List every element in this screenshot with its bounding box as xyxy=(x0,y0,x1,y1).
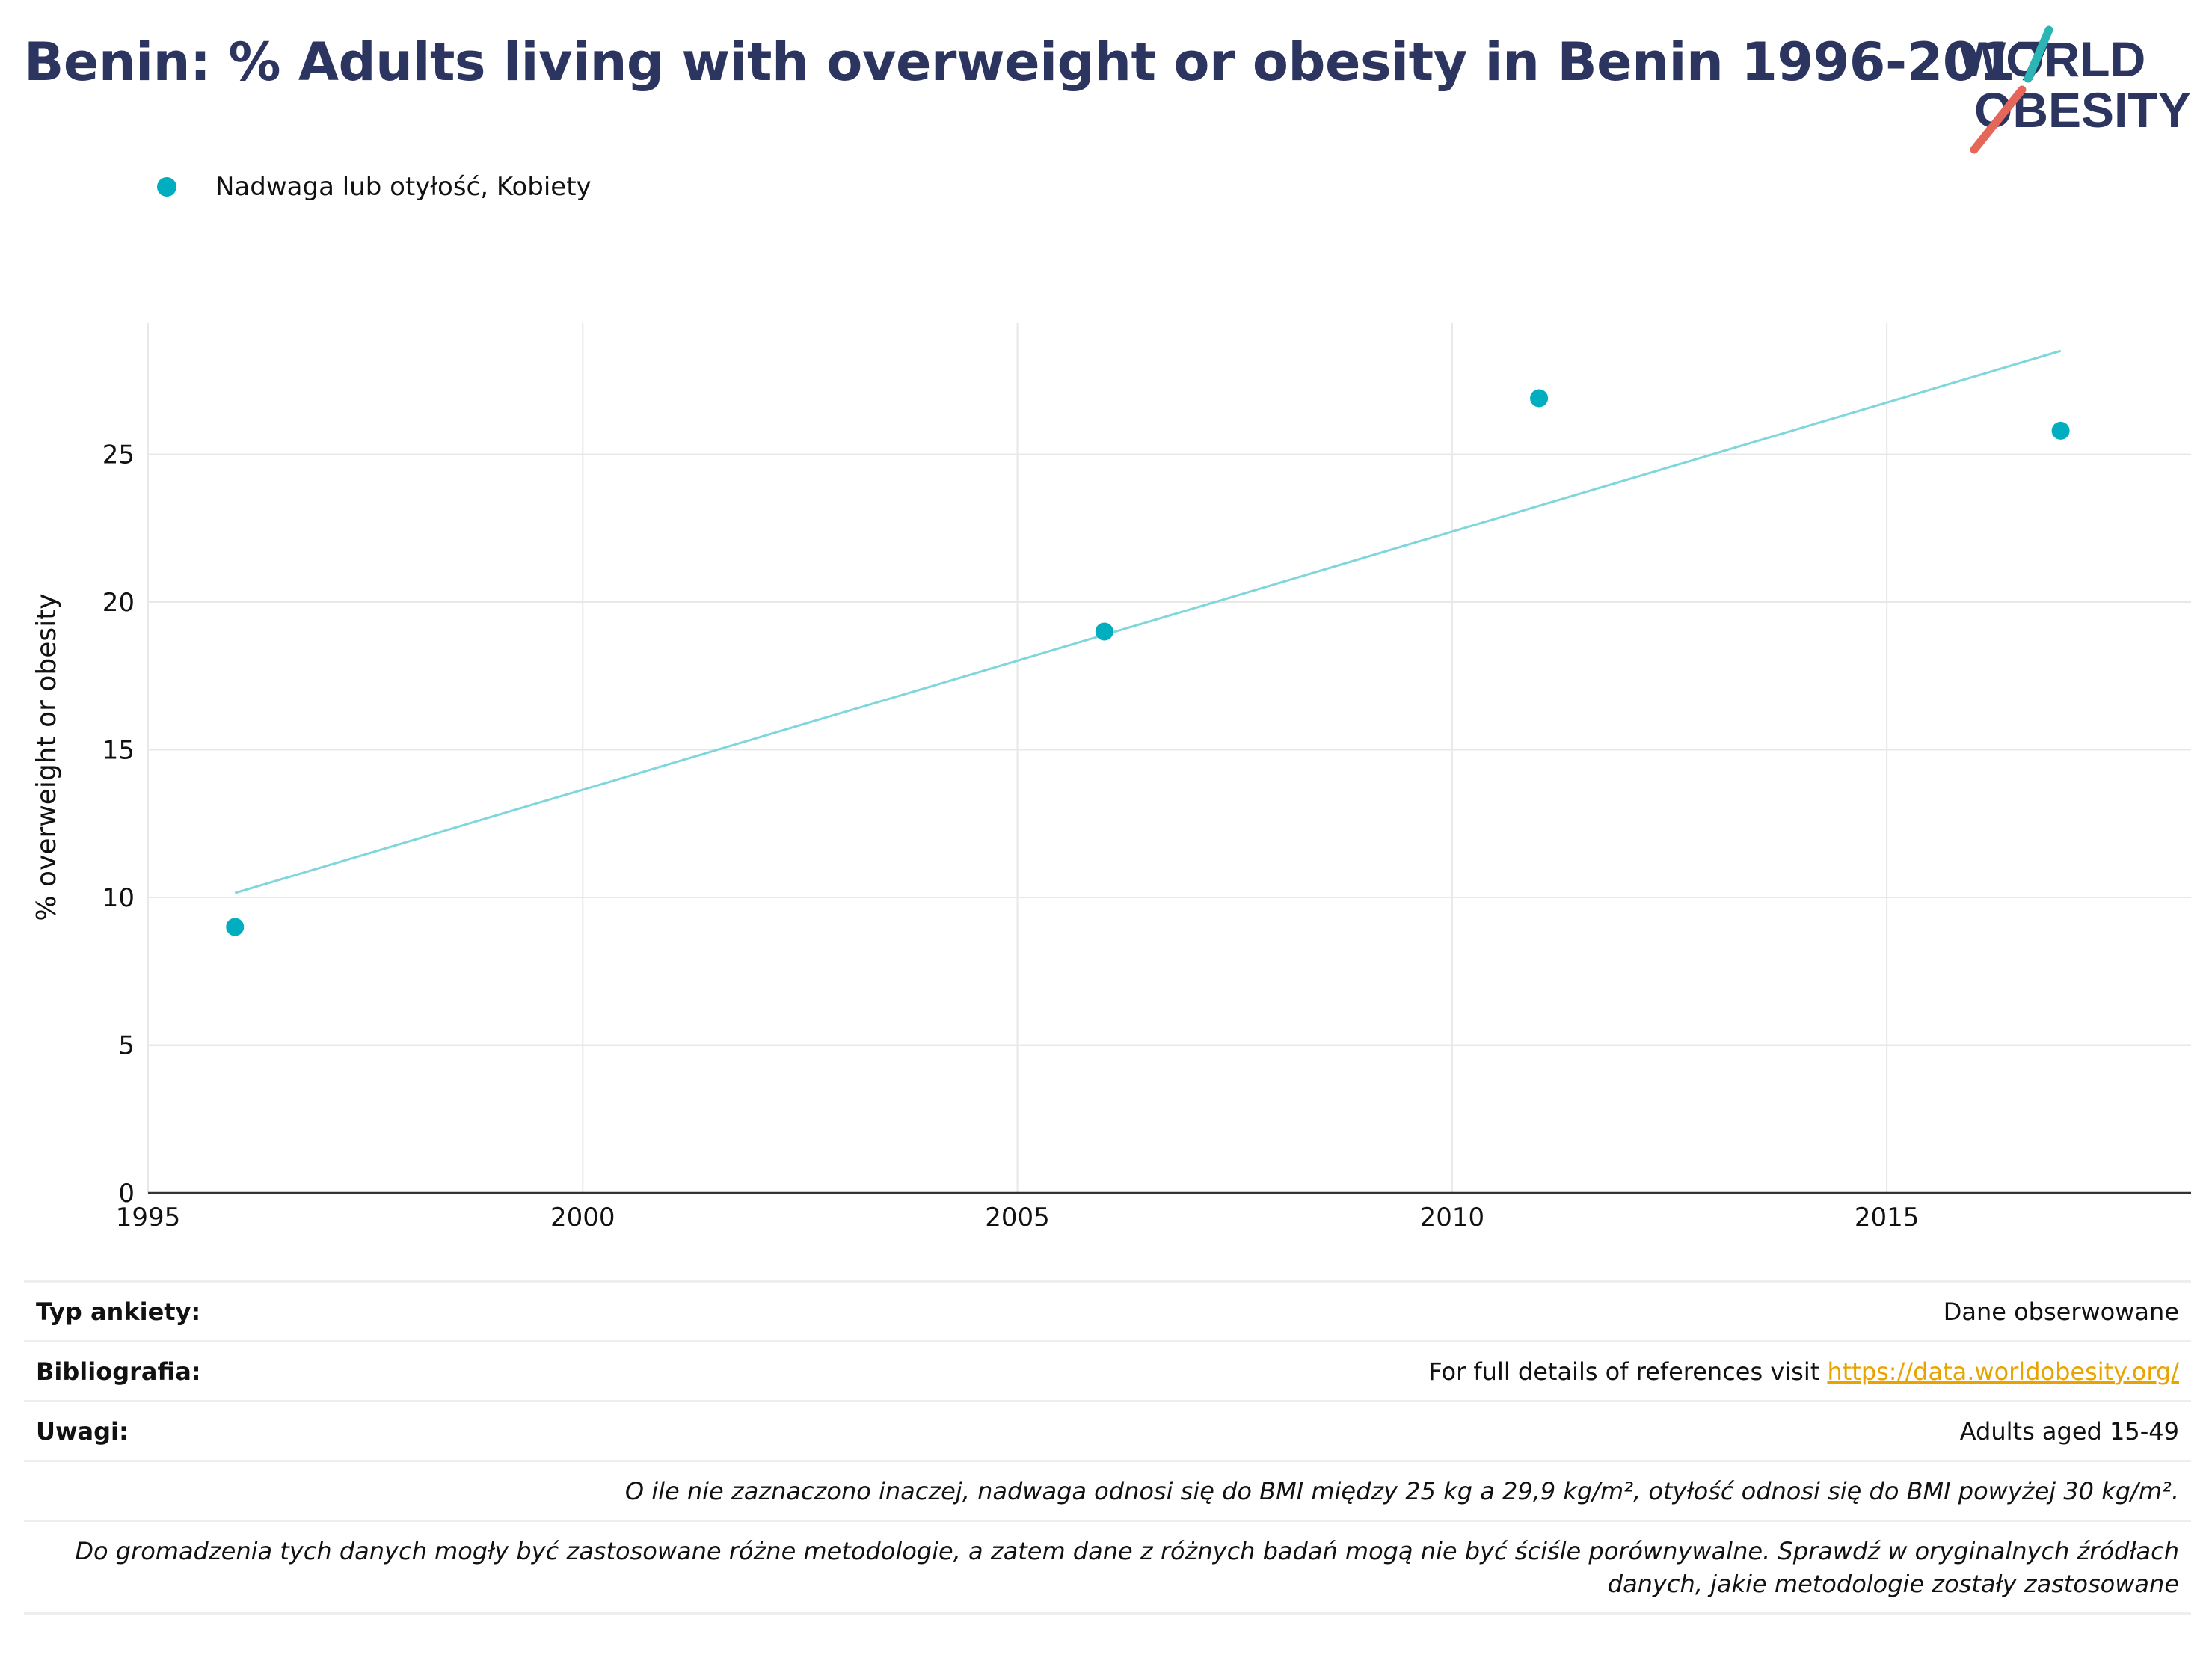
survey-type-value: Dane obserwowane xyxy=(1943,1297,2179,1326)
notes-table: Typ ankiety: Dane obserwowane Bibliograf… xyxy=(24,1280,2191,1615)
bibliography-row: Bibliografia: For full details of refere… xyxy=(24,1342,2191,1402)
x-tick-label: 1995 xyxy=(116,1203,181,1232)
data-point xyxy=(226,918,245,936)
trend-line xyxy=(234,349,2062,894)
page-title: Benin: % Adults living with overweight o… xyxy=(24,31,2051,93)
y-tick-label: 20 xyxy=(102,588,135,618)
definition-row: O ile nie zaznaczono inaczej, nadwaga od… xyxy=(24,1462,2191,1522)
remarks-row: Uwagi: Adults aged 15-49 xyxy=(24,1402,2191,1462)
y-tick-label: 5 xyxy=(118,1031,135,1061)
methodology-text: Do gromadzenia tych danych mogły być zas… xyxy=(36,1535,2179,1600)
scatter-chart: 0 5 10 15 20 25 1995 2000 2005 2010 2015 % overweig… xyxy=(31,323,2191,1232)
data-point xyxy=(2051,421,2070,440)
bibliography-link[interactable]: https://data.worldobesity.org/ xyxy=(1827,1357,2179,1386)
logo-slash-coral xyxy=(1970,85,2027,154)
bibliography-text: For full details of references visit xyxy=(1428,1357,1828,1386)
bibliography-label: Bibliografia: xyxy=(36,1357,201,1386)
remarks-value: Adults aged 15-49 xyxy=(1959,1416,2179,1446)
y-tick-label: 0 xyxy=(118,1179,135,1209)
definition-text: O ile nie zaznaczono inaczej, nadwaga od… xyxy=(624,1476,2179,1505)
y-tick-label: 10 xyxy=(102,883,135,913)
y-axis-label: % overweight or obesity xyxy=(31,593,62,921)
remarks-label: Uwagi: xyxy=(36,1416,129,1446)
data-point xyxy=(1530,389,1549,408)
x-tick-label: 2010 xyxy=(1420,1203,1485,1232)
y-tick-label: 15 xyxy=(102,736,135,766)
data-point xyxy=(1095,622,1113,641)
chart-legend[interactable]: Nadwaga lub otyłość, Kobiety xyxy=(157,169,592,205)
logo-line1: WORLD xyxy=(1959,31,2145,87)
methodology-line1: Do gromadzenia tych danych mogły być zas… xyxy=(75,1536,2179,1565)
legend-marker xyxy=(157,177,176,197)
x-tick-label: 2015 xyxy=(1855,1203,1920,1232)
survey-type-row: Typ ankiety: Dane obserwowane xyxy=(24,1283,2191,1342)
x-tick-label: 2000 xyxy=(550,1203,615,1232)
y-tick-label: 25 xyxy=(102,440,135,470)
x-tick-label: 2005 xyxy=(985,1203,1050,1232)
bibliography-value: For full details of references visit htt… xyxy=(1428,1357,2179,1386)
survey-type-label: Typ ankiety: xyxy=(36,1297,201,1326)
world-obesity-logo: WORLD OBESITY xyxy=(1959,25,2191,154)
methodology-line2: danych, jakie metodologie zostały zastos… xyxy=(1607,1569,2179,1598)
logo-slash-teal xyxy=(2024,25,2053,83)
methodology-row: Do gromadzenia tych danych mogły być zas… xyxy=(24,1522,2191,1615)
legend-label: Nadwaga lub otyłość, Kobiety xyxy=(215,172,592,202)
